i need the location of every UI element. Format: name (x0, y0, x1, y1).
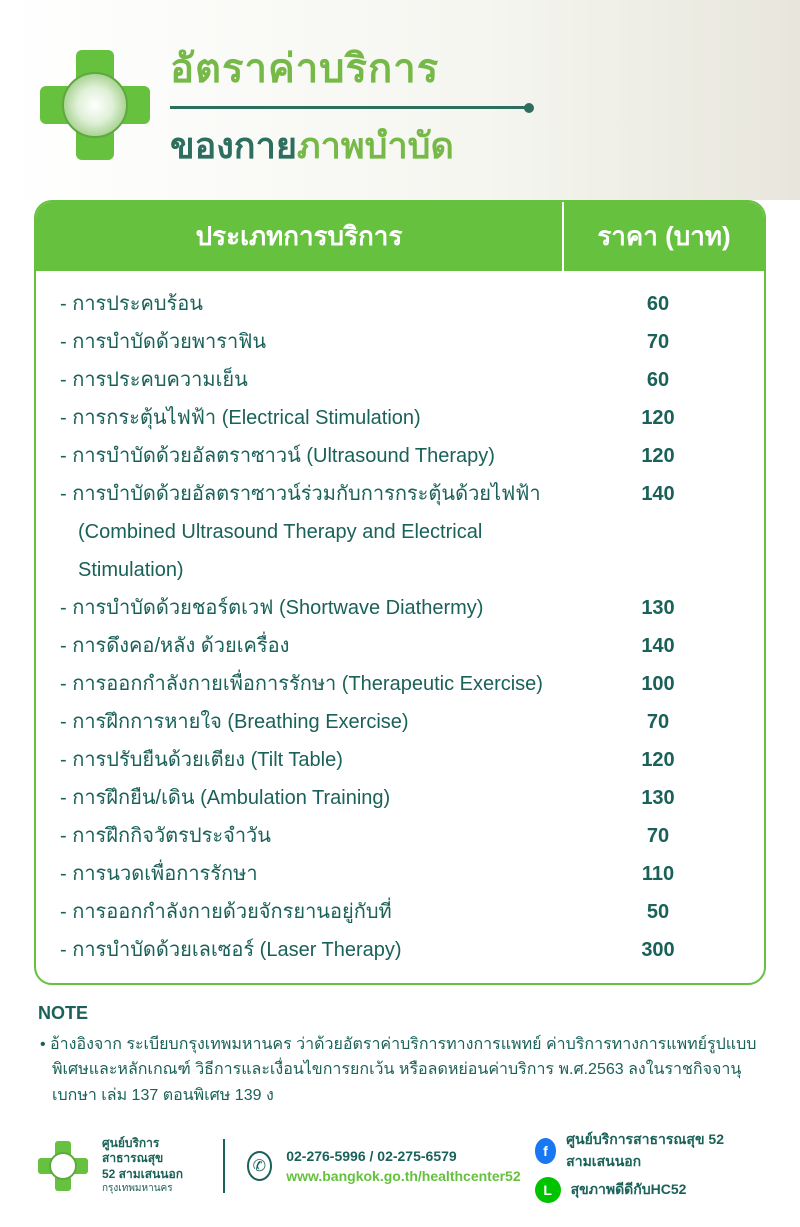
title-line2: ของกายภาพบำบัด (170, 117, 760, 174)
table-row: - การบำบัดด้วยอัลตราซาวน์ร่วมกับการกระตุ… (36, 475, 764, 513)
table-row: - การบำบัดด้วยอัลตราซาวน์ (Ultrasound Th… (36, 437, 764, 475)
service-cell: - การดึงคอ/หลัง ด้วยเครื่อง (60, 627, 570, 665)
table-row: - การกระตุ้นไฟฟ้า (Electrical Stimulatio… (36, 399, 764, 437)
footer-org: ศูนย์บริการสาธารณสุข 52 สามเสนนอก กรุงเท… (102, 1136, 201, 1196)
table-row: - การบำบัดด้วยเลเซอร์ (Laser Therapy)300 (36, 931, 764, 969)
price-cell: 70 (570, 703, 746, 741)
price-cell: 60 (570, 361, 746, 399)
price-cell: 60 (570, 285, 746, 323)
table-row: - การฝึกการหายใจ (Breathing Exercise)70 (36, 703, 764, 741)
table-row: - การบำบัดด้วยชอร์ตเวฟ (Shortwave Diathe… (36, 589, 764, 627)
header-service: ประเภทการบริการ (36, 202, 564, 271)
title-block: อัตราค่าบริการ ของกายภาพบำบัด (170, 36, 760, 174)
table-row: - การฝึกกิจวัตรประจำวัน70 (36, 817, 764, 855)
price-cell: 130 (570, 589, 746, 627)
service-cell: - การบำบัดด้วยเลเซอร์ (Laser Therapy) (60, 931, 570, 969)
service-cell: - การฝึกยืน/เดิน (Ambulation Training) (60, 779, 570, 817)
phone-number: 02-276-5996 / 02-275-6579 (286, 1148, 520, 1164)
table-row: (Combined Ultrasound Therapy and Electri… (36, 513, 764, 589)
logo-icon (40, 50, 150, 160)
table-row: - การปรับยืนด้วยเตียง (Tilt Table)120 (36, 741, 764, 779)
service-cell: - การบำบัดด้วยพาราฟิน (60, 323, 570, 361)
service-cell: - การประคบความเย็น (60, 361, 570, 399)
service-cell: - การนวดเพื่อการรักษา (60, 855, 570, 893)
table-row: - การบำบัดด้วยพาราฟิน70 (36, 323, 764, 361)
price-cell: 120 (570, 399, 746, 437)
footer-contact: 02-276-5996 / 02-275-6579 www.bangkok.go… (286, 1148, 520, 1184)
table-row: - การออกกำลังกายด้วยจักรยานอยู่กับที่50 (36, 893, 764, 931)
table-row: - การนวดเพื่อการรักษา110 (36, 855, 764, 893)
price-cell: 70 (570, 817, 746, 855)
price-cell: 100 (570, 665, 746, 703)
footer-social: f ศูนย์บริการสาธารณสุข 52 สามเสนนอก L สุ… (535, 1125, 762, 1207)
price-table: ประเภทการบริการ ราคา (บาท) - การประคบร้อ… (34, 200, 766, 985)
note-text: • อ้างอิงจาก ระเบียบกรุงเทพมหานคร ว่าด้ว… (38, 1032, 762, 1109)
website-url: www.bangkok.go.th/healthcenter52 (286, 1168, 520, 1184)
price-cell: 140 (570, 627, 746, 665)
header: อัตราค่าบริการ ของกายภาพบำบัด (0, 0, 800, 200)
service-cell: (Combined Ultrasound Therapy and Electri… (60, 513, 570, 589)
price-cell: 110 (570, 855, 746, 893)
footer-logo-icon (38, 1141, 88, 1191)
service-cell: - การออกกำลังกายเพื่อการรักษา (Therapeut… (60, 665, 570, 703)
price-cell: 120 (570, 741, 746, 779)
price-cell (570, 513, 746, 589)
price-cell: 130 (570, 779, 746, 817)
table-row: - การออกกำลังกายเพื่อการรักษา (Therapeut… (36, 665, 764, 703)
service-cell: - การกระตุ้นไฟฟ้า (Electrical Stimulatio… (60, 399, 570, 437)
service-cell: - การฝึกการหายใจ (Breathing Exercise) (60, 703, 570, 741)
title-rule (170, 106, 530, 109)
facebook-icon: f (535, 1138, 557, 1164)
service-cell: - การออกกำลังกายด้วยจักรยานอยู่กับที่ (60, 893, 570, 931)
service-cell: - การบำบัดด้วยชอร์ตเวฟ (Shortwave Diathe… (60, 589, 570, 627)
note-block: NOTE • อ้างอิงจาก ระเบียบกรุงเทพมหานคร ว… (38, 999, 762, 1109)
header-price: ราคา (บาท) (564, 202, 764, 271)
title-line1: อัตราค่าบริการ (170, 36, 760, 100)
table-header: ประเภทการบริการ ราคา (บาท) (36, 202, 764, 271)
price-cell: 140 (570, 475, 746, 513)
facebook-name: ศูนย์บริการสาธารณสุข 52 สามเสนนอก (566, 1129, 762, 1173)
price-cell: 120 (570, 437, 746, 475)
service-cell: - การประคบร้อน (60, 285, 570, 323)
note-title: NOTE (38, 999, 762, 1028)
table-row: - การประคบความเย็น60 (36, 361, 764, 399)
footer-divider (223, 1139, 225, 1193)
line-icon: L (535, 1177, 561, 1203)
price-cell: 50 (570, 893, 746, 931)
table-body: - การประคบร้อน60- การบำบัดด้วยพาราฟิน70-… (36, 271, 764, 983)
price-cell: 300 (570, 931, 746, 969)
price-cell: 70 (570, 323, 746, 361)
table-row: - การฝึกยืน/เดิน (Ambulation Training)13… (36, 779, 764, 817)
phone-icon: ✆ (247, 1151, 273, 1181)
table-row: - การดึงคอ/หลัง ด้วยเครื่อง140 (36, 627, 764, 665)
service-cell: - การบำบัดด้วยอัลตราซาวน์ (Ultrasound Th… (60, 437, 570, 475)
service-cell: - การบำบัดด้วยอัลตราซาวน์ร่วมกับการกระตุ… (60, 475, 570, 513)
table-row: - การประคบร้อน60 (36, 285, 764, 323)
line-name: สุขภาพดีดีกับHC52 (571, 1179, 687, 1201)
service-cell: - การฝึกกิจวัตรประจำวัน (60, 817, 570, 855)
service-cell: - การปรับยืนด้วยเตียง (Tilt Table) (60, 741, 570, 779)
footer: ศูนย์บริการสาธารณสุข 52 สามเสนนอก กรุงเท… (0, 1109, 800, 1227)
